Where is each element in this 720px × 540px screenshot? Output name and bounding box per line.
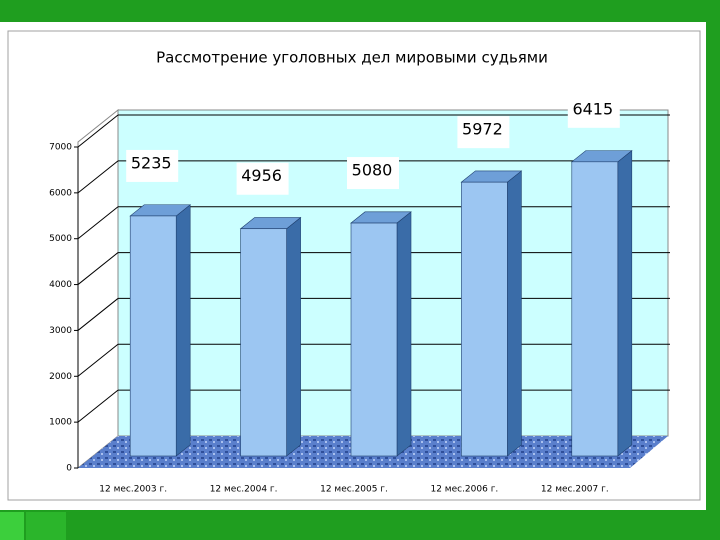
- bar-side: [396, 211, 412, 457]
- value-label: 5080: [352, 161, 393, 180]
- y-tick-label: 7000: [49, 143, 72, 153]
- grid-line: [77, 343, 119, 377]
- bar: [461, 181, 508, 457]
- x-tick-label: 12 мес.2007 г.: [541, 485, 609, 495]
- value-label: 4956: [241, 166, 282, 185]
- bar: [129, 215, 177, 457]
- bar-side: [617, 150, 633, 457]
- y-tick-label: 1000: [49, 418, 72, 428]
- bar-side: [175, 204, 191, 457]
- y-tick-label: 4000: [49, 280, 72, 290]
- y-tick-label: 0: [66, 464, 72, 474]
- grid-line: [77, 114, 119, 148]
- value-label-box: [126, 149, 179, 182]
- top-band: [0, 0, 720, 22]
- x-tick-label: 12 мес.2005 г.: [320, 485, 388, 495]
- x-tick-label: 12 мес.2006 г.: [430, 485, 498, 495]
- y-tick-label: 3000: [49, 326, 72, 336]
- chart-title: Рассмотрение уголовных дел мировыми судь…: [156, 49, 548, 67]
- grid-line: [77, 252, 119, 285]
- bar-side: [286, 216, 301, 457]
- bar: [350, 222, 398, 457]
- value-label: 5235: [131, 153, 172, 172]
- x-tick-label: 12 мес.2003 г.: [99, 485, 167, 495]
- value-label-box: [347, 157, 399, 190]
- bar: [571, 161, 619, 457]
- grid-line: [77, 389, 119, 423]
- y-tick-label: 6000: [49, 188, 72, 198]
- grid-line: [77, 206, 119, 240]
- side-wall: [77, 108, 119, 470]
- value-label: 6415: [572, 99, 613, 118]
- grid-line: [77, 160, 119, 194]
- bottom-band: [0, 510, 720, 540]
- value-label-box: [567, 95, 620, 128]
- x-tick-label: 12 мес.2004 г.: [210, 485, 278, 495]
- grid-line: [77, 298, 119, 331]
- corner-square: [26, 512, 66, 540]
- bar-side: [507, 170, 522, 457]
- right-band: [706, 0, 720, 540]
- value-label-box: [236, 162, 289, 195]
- y-tick-label: 5000: [49, 234, 72, 244]
- y-tick-label: 2000: [49, 372, 72, 382]
- bar: [240, 228, 287, 457]
- value-label-box: [457, 116, 510, 149]
- corner-square: [0, 512, 24, 540]
- value-label: 5972: [462, 120, 503, 139]
